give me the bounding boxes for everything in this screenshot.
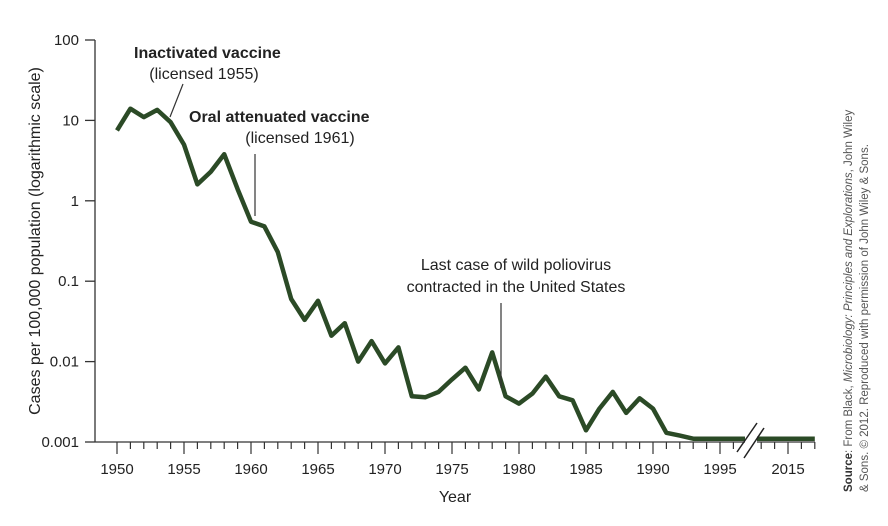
x-tick-label: 1955 (167, 461, 200, 478)
source-credit: Source: From Black, Microbiology: Princi… (843, 110, 871, 492)
y-tick-label: 0.001 (41, 434, 79, 451)
annotation-subtitle: (licensed 1961) (245, 130, 354, 147)
source-text: , John Wiley (843, 110, 855, 173)
annotation-line: contracted in the United States (407, 279, 626, 296)
annotation-last-wild-case: Last case of wild poliovirus contracted … (407, 257, 626, 388)
x-tick-label: 1965 (301, 461, 334, 478)
x-tick-label: 1975 (435, 461, 468, 478)
y-tick-label: 0.1 (58, 273, 79, 290)
x-axis-label: Year (439, 489, 472, 506)
annotation-title: Oral attenuated vaccine (189, 109, 370, 126)
x-tick-label: 1985 (569, 461, 602, 478)
annotation-inactivated-vaccine: Inactivated vaccine (licensed 1955) (134, 45, 281, 118)
x-tick-label: 1960 (234, 461, 267, 478)
x-tick-label: 1950 (100, 461, 133, 478)
y-tick-label: 0.01 (50, 354, 79, 371)
y-tick-label: 100 (54, 32, 79, 49)
x-tick-label: 1995 (703, 461, 736, 478)
source-text: : From Black, (843, 382, 855, 453)
x-tick-label: 1980 (502, 461, 535, 478)
axis-break (736, 422, 765, 459)
ticks: 100 10 1 0.1 0.01 0.001 1950 1955 1960 1965 1970 19… (41, 32, 816, 478)
y-axis-label: Cases per 100,000 population (logarithmi… (27, 67, 44, 415)
annotation-oral-vaccine: Oral attenuated vaccine (licensed 1961) (189, 109, 370, 216)
y-tick-label: 1 (71, 193, 79, 210)
source-book: Microbiology: Principles and Exploration… (843, 172, 855, 382)
series-line (115, 106, 815, 441)
x-tick-label: 2015 (771, 461, 804, 478)
y-tick-label: 10 (62, 112, 79, 129)
annotation-title: Inactivated vaccine (134, 45, 281, 62)
x-tick-label: 1990 (636, 461, 669, 478)
svg-text:Source: From Black, Microbiolo: Source: From Black, Microbiology: Princi… (843, 110, 855, 492)
source-label: Source (843, 453, 855, 492)
annotation-subtitle: (licensed 1955) (149, 66, 258, 83)
annotation-line: Last case of wild poliovirus (421, 257, 611, 274)
x-tick-label: 1970 (368, 461, 401, 478)
source-line2: & Sons. © 2012. Reproduced with permissi… (859, 144, 871, 492)
axes (94, 40, 815, 443)
